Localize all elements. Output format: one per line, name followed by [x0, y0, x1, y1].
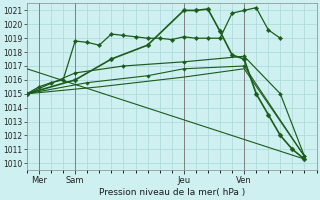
X-axis label: Pression niveau de la mer( hPa ): Pression niveau de la mer( hPa ) [99, 188, 245, 197]
